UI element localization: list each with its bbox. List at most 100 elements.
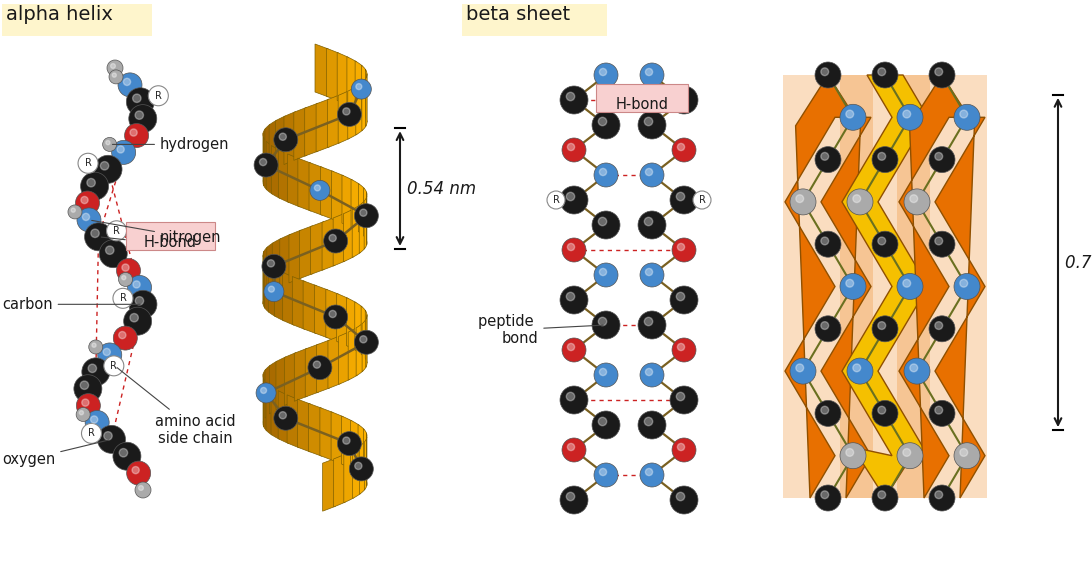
Circle shape [567,492,574,501]
Circle shape [935,68,942,76]
Polygon shape [317,340,330,393]
Polygon shape [263,137,266,190]
Circle shape [82,214,90,220]
Circle shape [598,117,607,126]
Circle shape [123,307,152,335]
Circle shape [104,356,123,376]
Circle shape [257,383,276,403]
Circle shape [133,281,140,288]
Circle shape [124,124,149,147]
Circle shape [903,448,911,456]
Text: carbon: carbon [2,297,140,312]
Polygon shape [333,213,345,266]
Circle shape [815,316,841,342]
Polygon shape [785,75,871,498]
Circle shape [878,237,886,245]
Circle shape [935,321,942,329]
Polygon shape [272,238,281,291]
Circle shape [670,186,698,214]
Circle shape [119,273,132,287]
Polygon shape [322,217,335,270]
Polygon shape [899,75,985,498]
Circle shape [592,411,620,439]
Circle shape [897,443,923,469]
Circle shape [638,311,666,339]
Circle shape [74,375,102,403]
Circle shape [114,326,138,350]
Circle shape [676,492,685,501]
Circle shape [355,203,378,228]
FancyBboxPatch shape [462,4,607,36]
Circle shape [670,386,698,414]
Circle shape [790,358,816,384]
Polygon shape [263,378,266,431]
Circle shape [929,400,956,427]
Circle shape [97,425,126,454]
Circle shape [873,316,898,342]
Circle shape [84,223,112,251]
Polygon shape [356,323,363,376]
Circle shape [356,84,361,89]
Text: amino acid
side chain: amino acid side chain [117,368,236,446]
Circle shape [359,209,367,216]
Circle shape [80,411,83,415]
Circle shape [960,448,968,456]
Polygon shape [328,336,341,388]
Text: H-bond: H-bond [616,97,668,112]
Circle shape [352,79,371,99]
Circle shape [314,185,320,191]
Polygon shape [355,302,361,355]
Circle shape [904,358,930,384]
Circle shape [104,432,112,440]
Circle shape [640,63,664,87]
Circle shape [82,423,102,443]
Polygon shape [299,226,312,279]
Polygon shape [325,289,339,342]
Text: R: R [114,226,120,236]
Polygon shape [276,357,286,410]
Circle shape [910,195,917,202]
Circle shape [98,343,121,367]
Circle shape [560,286,587,314]
Circle shape [677,243,685,251]
Polygon shape [359,441,365,494]
Circle shape [78,153,98,173]
Polygon shape [361,65,366,118]
Circle shape [815,62,841,88]
Circle shape [645,468,653,475]
Circle shape [130,129,138,136]
Circle shape [672,438,696,462]
Text: 0.7 nm: 0.7 nm [1065,253,1092,271]
Polygon shape [275,116,285,169]
Polygon shape [266,141,272,194]
Polygon shape [347,57,356,110]
Polygon shape [339,332,349,384]
Polygon shape [294,107,307,160]
Polygon shape [351,420,359,473]
Polygon shape [316,99,330,152]
Circle shape [645,269,653,275]
Circle shape [644,117,653,126]
Circle shape [254,153,278,177]
Text: hydrogen: hydrogen [112,137,229,152]
Circle shape [280,411,286,419]
Circle shape [567,292,574,301]
Polygon shape [320,407,333,460]
Circle shape [119,448,128,457]
Text: R: R [110,361,117,371]
Circle shape [109,70,123,84]
Circle shape [954,105,980,130]
Polygon shape [342,416,352,469]
Circle shape [568,243,574,251]
Circle shape [600,169,606,175]
Polygon shape [263,247,268,300]
Circle shape [92,343,96,347]
Circle shape [149,86,168,106]
Polygon shape [359,201,365,253]
Circle shape [645,369,653,375]
Polygon shape [295,348,307,401]
Circle shape [560,386,587,414]
Polygon shape [278,391,288,443]
Circle shape [94,155,122,183]
Polygon shape [334,454,345,507]
